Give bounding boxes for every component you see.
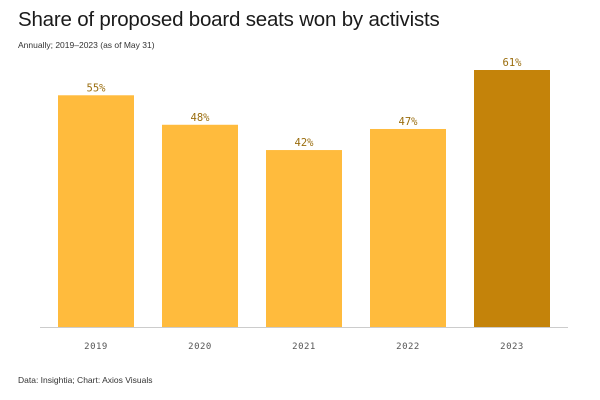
chart-title: Share of proposed board seats won by act… [18,8,440,31]
x-tick-label-2019: 2019 [84,342,108,352]
x-tick-label-2023: 2023 [500,342,524,352]
x-tick-label-2020: 2020 [188,342,212,352]
value-label-2023: 61% [503,57,523,69]
source-note: Data: Insightia; Chart: Axios Visuals [18,375,153,385]
value-label-2020: 48% [191,112,211,124]
value-label-2022: 47% [399,116,419,128]
value-label-2019: 55% [87,82,107,94]
bar-2023 [474,70,550,327]
value-label-2021: 42% [295,137,315,149]
x-tick-label-2021: 2021 [292,342,316,352]
chart-subtitle: Annually; 2019–2023 (as of May 31) [18,40,155,50]
bar-2019 [58,95,134,327]
bar-2020 [162,124,238,327]
x-tick-label-2022: 2022 [396,342,420,352]
bar-2021 [266,150,342,327]
bar-2022 [370,128,446,327]
